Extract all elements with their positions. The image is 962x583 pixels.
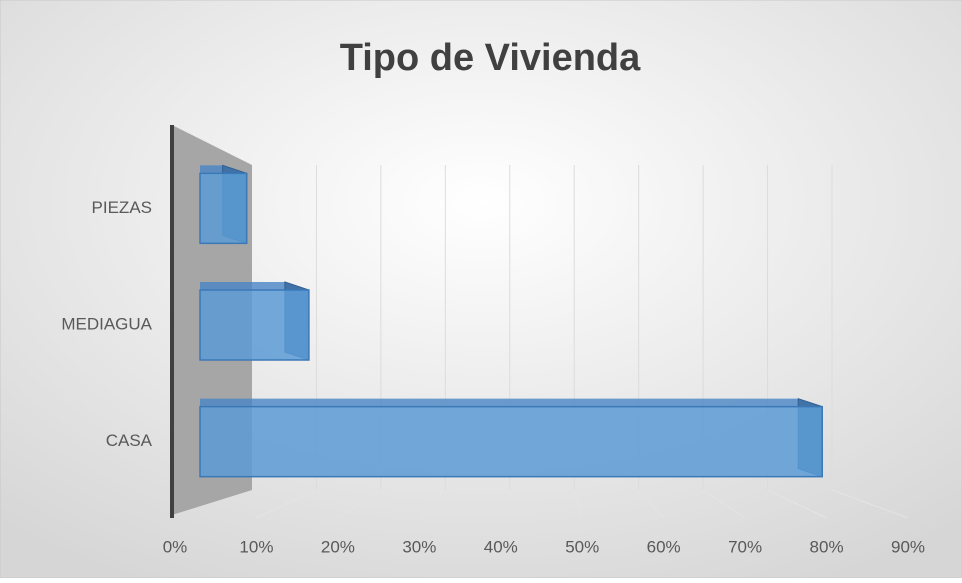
x-tick-label: 60%: [647, 537, 681, 556]
floor-grid-line: [702, 489, 746, 519]
bar-top: [200, 398, 823, 407]
chart-title: Tipo de Vivienda: [340, 37, 641, 79]
x-tick-label: 20%: [321, 537, 355, 556]
floor-grid-line: [831, 489, 909, 519]
y-tick-label: MEDIAGUA: [61, 314, 152, 333]
x-tick-label: 10%: [239, 537, 273, 556]
x-tick-label: 80%: [810, 537, 844, 556]
bar: [199, 281, 310, 361]
bar-top: [200, 282, 309, 290]
floor-grid-line: [767, 489, 827, 519]
floor-grid-line: [573, 489, 583, 519]
x-tick-label: 50%: [565, 537, 599, 556]
x-tick-label: 90%: [891, 537, 925, 556]
floor-grid-line: [418, 489, 446, 519]
bar: [199, 397, 823, 478]
x-tick-label: 30%: [402, 537, 436, 556]
floor-grid-line: [337, 489, 382, 519]
x-tick-label: 40%: [484, 537, 518, 556]
floor-grid-line: [638, 489, 665, 519]
y-tick-label: PIEZAS: [92, 198, 152, 217]
bar-front: [199, 289, 310, 361]
bar-front: [199, 405, 823, 478]
bar: [199, 164, 248, 245]
x-tick-label: 70%: [728, 537, 762, 556]
bar-front: [199, 172, 248, 245]
x-tick-label: 0%: [163, 537, 188, 556]
y-tick-label: CASA: [106, 431, 153, 450]
floor-grid-line: [500, 489, 511, 519]
floor-grid-line: [256, 489, 317, 519]
